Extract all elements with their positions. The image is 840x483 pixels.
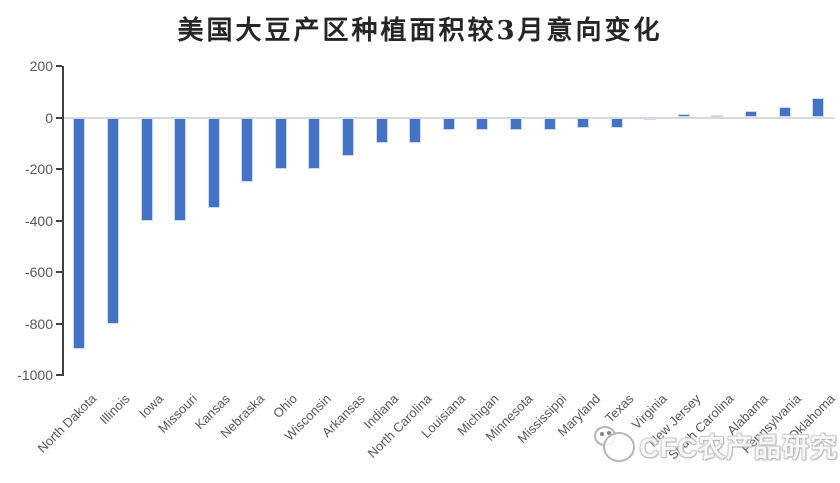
bar — [140, 117, 153, 221]
bar — [73, 117, 86, 350]
panda-logo-icon — [593, 424, 638, 466]
bar — [644, 117, 657, 121]
bar — [476, 117, 489, 131]
y-tick-label: 200 — [29, 58, 53, 74]
chart-title: 美国大豆产区种植面积较3月意向变化 — [177, 16, 663, 46]
y-tick — [55, 116, 62, 119]
y-tick — [55, 219, 62, 222]
bar — [711, 114, 724, 118]
y-tick-label: -200 — [24, 161, 53, 177]
bar — [543, 117, 556, 131]
y-axis-line — [61, 66, 64, 376]
x-axis-label: North Dakota — [34, 391, 99, 456]
y-tick — [55, 168, 62, 170]
bar — [610, 117, 623, 128]
bar — [577, 117, 590, 128]
y-tick-label: -600 — [24, 264, 53, 280]
bar — [677, 113, 690, 118]
y-tick-label: -1000 — [17, 367, 53, 383]
bar — [106, 117, 119, 324]
bar — [308, 117, 321, 169]
bar — [812, 98, 825, 118]
y-tick-label: -800 — [24, 315, 53, 332]
x-axis-label: Illinois — [96, 391, 133, 428]
bar — [174, 117, 187, 221]
bar — [509, 117, 522, 131]
bar — [274, 117, 287, 169]
bar — [375, 117, 388, 144]
bar — [241, 117, 254, 182]
bar — [409, 117, 422, 144]
bar — [778, 107, 791, 118]
y-tick-label: 0 — [45, 109, 53, 126]
y-tick — [55, 271, 62, 273]
bar — [207, 117, 220, 208]
y-tick — [55, 322, 62, 325]
y-tick — [55, 65, 62, 67]
x-axis-label: Iowa — [136, 391, 167, 422]
bar — [442, 117, 455, 131]
y-tick — [55, 374, 62, 376]
bar — [342, 117, 354, 157]
y-tick-label: -400 — [24, 212, 53, 229]
bar — [745, 111, 757, 118]
